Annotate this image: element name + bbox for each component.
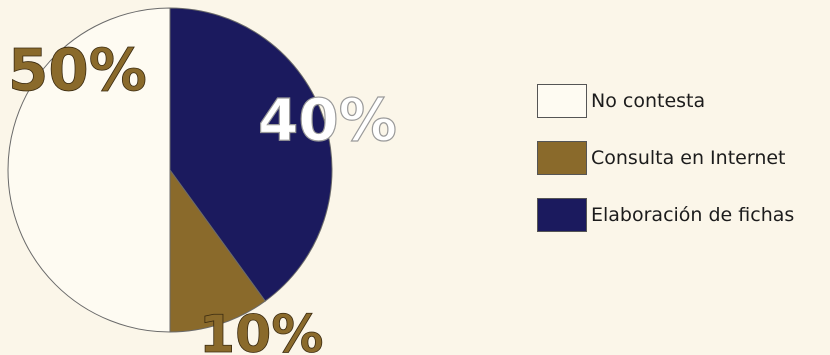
legend-label-consulta-en-internet: Consulta en Internet <box>591 147 786 169</box>
legend-swatch-consulta-en-internet <box>537 141 587 175</box>
slice-label-consulta-en-internet: 10% <box>199 305 323 355</box>
legend-label-no-contesta: No contesta <box>591 90 706 112</box>
legend-item-consulta-en-internet: Consulta en Internet <box>537 141 794 175</box>
legend-swatch-no-contesta <box>537 84 587 118</box>
pie-slice-elaboracion-de-fichas <box>169 7 333 302</box>
slice-label-elaboracion-de-fichas: 40% <box>258 86 397 154</box>
legend-label-elaboracion-de-fichas: Elaboración de fichas <box>591 204 795 226</box>
pie-slices <box>7 7 333 333</box>
pie-slice-consulta-en-internet <box>169 168 266 333</box>
slice-label-no-contesta: 50% <box>8 36 147 104</box>
legend-swatch-elaboracion-de-fichas <box>537 198 587 232</box>
chart-legend: No contesta Consulta en Internet Elabora… <box>537 84 794 232</box>
legend-item-elaboracion-de-fichas: Elaboración de fichas <box>537 198 794 232</box>
pie-slice-no-contesta <box>7 7 171 333</box>
legend-item-no-contesta: No contesta <box>537 84 794 118</box>
pie-labels: 40% 10% 50% <box>8 36 398 355</box>
